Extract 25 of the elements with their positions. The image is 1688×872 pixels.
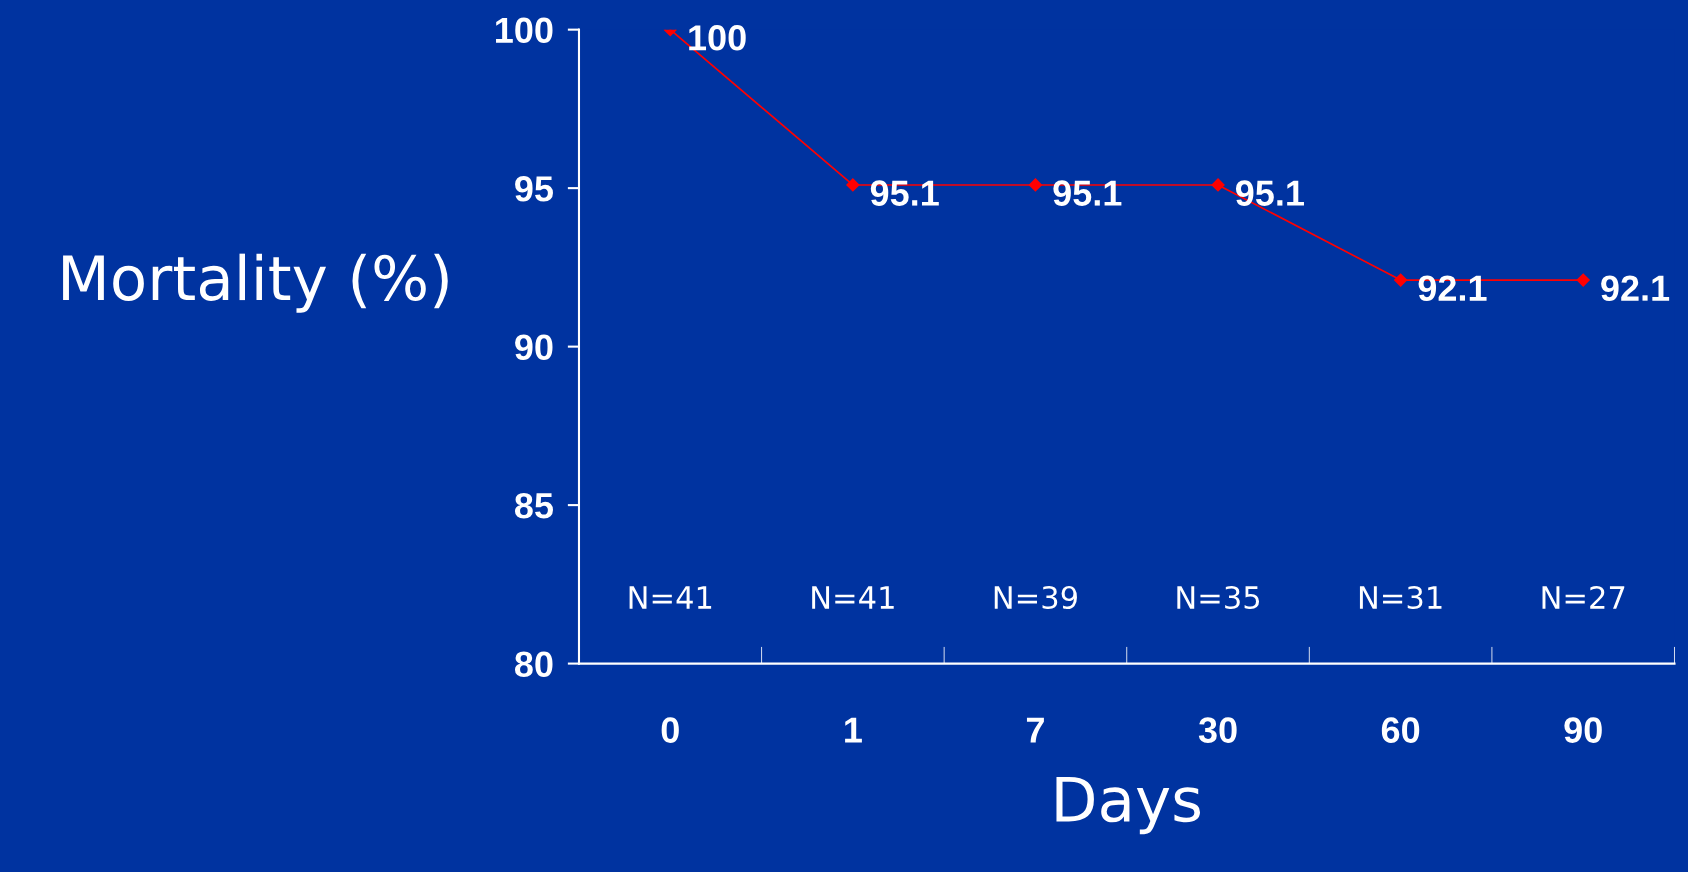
x-tick-label: 30 xyxy=(1198,717,1237,743)
annotation: N=39 xyxy=(994,585,1077,610)
data-label: 95.1 xyxy=(1235,180,1304,206)
annotation: N=41 xyxy=(629,586,712,609)
y-tick-label: 95 xyxy=(515,176,553,202)
x-axis-title: Days xyxy=(1056,776,1201,835)
data-label: 95.1 xyxy=(870,180,939,206)
annotation: N=31 xyxy=(1359,585,1442,610)
y-tick-label: 80 xyxy=(514,651,553,678)
y-axis-title: Mortality (%) xyxy=(63,253,448,313)
data-label: 92.1 xyxy=(1601,275,1670,302)
annotation: N=27 xyxy=(1542,585,1625,609)
x-tick-label: 60 xyxy=(1381,717,1420,743)
y-tick-label: 90 xyxy=(515,334,553,361)
data-label: 100 xyxy=(689,25,746,51)
x-tick-label: 7 xyxy=(1026,717,1044,743)
annotation: N=41 xyxy=(812,586,894,609)
data-label: 95.1 xyxy=(1053,180,1122,206)
x-tick-label: 90 xyxy=(1564,717,1602,743)
y-tick-label: 100 xyxy=(496,17,553,44)
x-tick-label: 0 xyxy=(661,717,679,743)
x-tick-label: 1 xyxy=(845,717,862,743)
y-tick-label: 85 xyxy=(514,492,553,519)
data-label: 92.1 xyxy=(1418,275,1487,302)
annotation: N=35 xyxy=(1177,585,1260,610)
